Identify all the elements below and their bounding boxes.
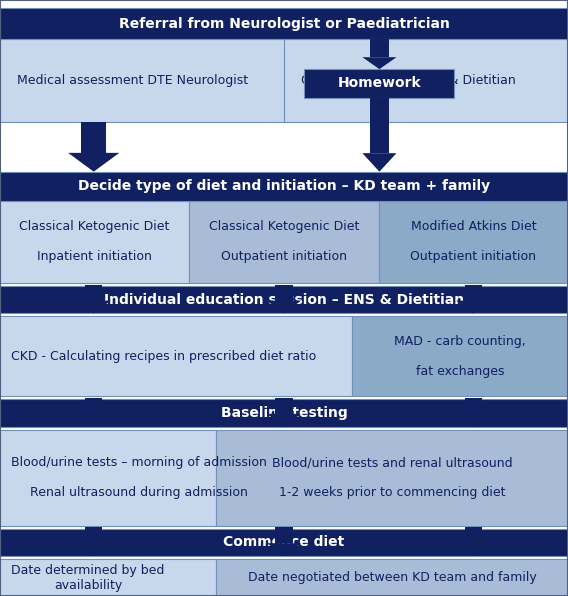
Bar bbox=[216, 559, 568, 596]
Text: Classical Ketogenic Diet

Inpatient initiation: Classical Ketogenic Diet Inpatient initi… bbox=[19, 221, 170, 263]
Polygon shape bbox=[267, 543, 301, 556]
Bar bbox=[0, 8, 568, 39]
Polygon shape bbox=[68, 153, 119, 172]
Bar bbox=[275, 527, 293, 543]
Bar bbox=[0, 430, 216, 526]
Bar bbox=[465, 285, 482, 300]
Text: Modified Atkins Diet

Outpatient initiation: Modified Atkins Diet Outpatient initiati… bbox=[411, 221, 536, 263]
Bar bbox=[0, 39, 284, 122]
Text: Decide type of diet and initiation – KD team + family: Decide type of diet and initiation – KD … bbox=[78, 179, 490, 193]
Bar bbox=[0, 172, 568, 200]
Bar bbox=[81, 122, 106, 153]
Text: Homework: Homework bbox=[337, 76, 421, 91]
Bar bbox=[304, 69, 454, 98]
Text: Classical Ketogenic Diet

Outpatient initiation: Classical Ketogenic Diet Outpatient init… bbox=[209, 221, 359, 263]
Bar bbox=[465, 527, 482, 543]
Polygon shape bbox=[77, 300, 111, 313]
Bar bbox=[0, 286, 568, 313]
Polygon shape bbox=[77, 543, 111, 556]
Bar bbox=[352, 316, 568, 396]
Bar bbox=[284, 39, 568, 122]
Bar bbox=[189, 200, 379, 283]
Bar bbox=[85, 398, 102, 414]
Text: Date determined by bed
availability: Date determined by bed availability bbox=[11, 564, 165, 591]
Text: Blood/urine tests and renal ultrasound

1-2 weeks prior to commencing diet: Blood/urine tests and renal ultrasound 1… bbox=[272, 456, 512, 499]
Bar bbox=[85, 527, 102, 543]
Bar bbox=[275, 285, 293, 300]
Text: Blood/urine tests – morning of admission

Renal ultrasound during admission: Blood/urine tests – morning of admission… bbox=[11, 456, 267, 499]
Bar bbox=[216, 430, 568, 526]
Bar bbox=[465, 398, 482, 414]
Polygon shape bbox=[456, 543, 490, 556]
Text: Date negotiated between KD team and family: Date negotiated between KD team and fami… bbox=[248, 571, 536, 584]
Bar bbox=[0, 529, 568, 556]
Bar bbox=[275, 398, 293, 414]
Bar bbox=[0, 559, 216, 596]
Text: MAD - carb counting,

fat exchanges: MAD - carb counting, fat exchanges bbox=[394, 335, 526, 378]
Polygon shape bbox=[362, 153, 396, 172]
Polygon shape bbox=[77, 414, 111, 427]
Polygon shape bbox=[456, 300, 490, 313]
Text: Baseline testing: Baseline testing bbox=[220, 406, 348, 420]
Text: Group education – ENS & Dietitian: Group education – ENS & Dietitian bbox=[301, 74, 516, 87]
Polygon shape bbox=[267, 414, 301, 427]
Bar bbox=[0, 316, 352, 396]
Bar bbox=[379, 200, 568, 283]
Polygon shape bbox=[267, 300, 301, 313]
Text: Individual education session – ENS & Dietitian: Individual education session – ENS & Die… bbox=[104, 293, 464, 307]
Text: CKD - Calculating recipes in prescribed diet ratio: CKD - Calculating recipes in prescribed … bbox=[11, 350, 316, 363]
Bar bbox=[370, 98, 389, 153]
Text: Referral from Neurologist or Paediatrician: Referral from Neurologist or Paediatrici… bbox=[119, 17, 449, 30]
Bar bbox=[370, 39, 389, 57]
Bar bbox=[0, 399, 568, 427]
Text: Commence diet: Commence diet bbox=[223, 535, 345, 550]
Polygon shape bbox=[456, 414, 490, 427]
Polygon shape bbox=[362, 57, 396, 69]
Text: Medical assessment DTE Neurologist: Medical assessment DTE Neurologist bbox=[17, 74, 248, 87]
Bar bbox=[85, 285, 102, 300]
Bar bbox=[0, 200, 189, 283]
